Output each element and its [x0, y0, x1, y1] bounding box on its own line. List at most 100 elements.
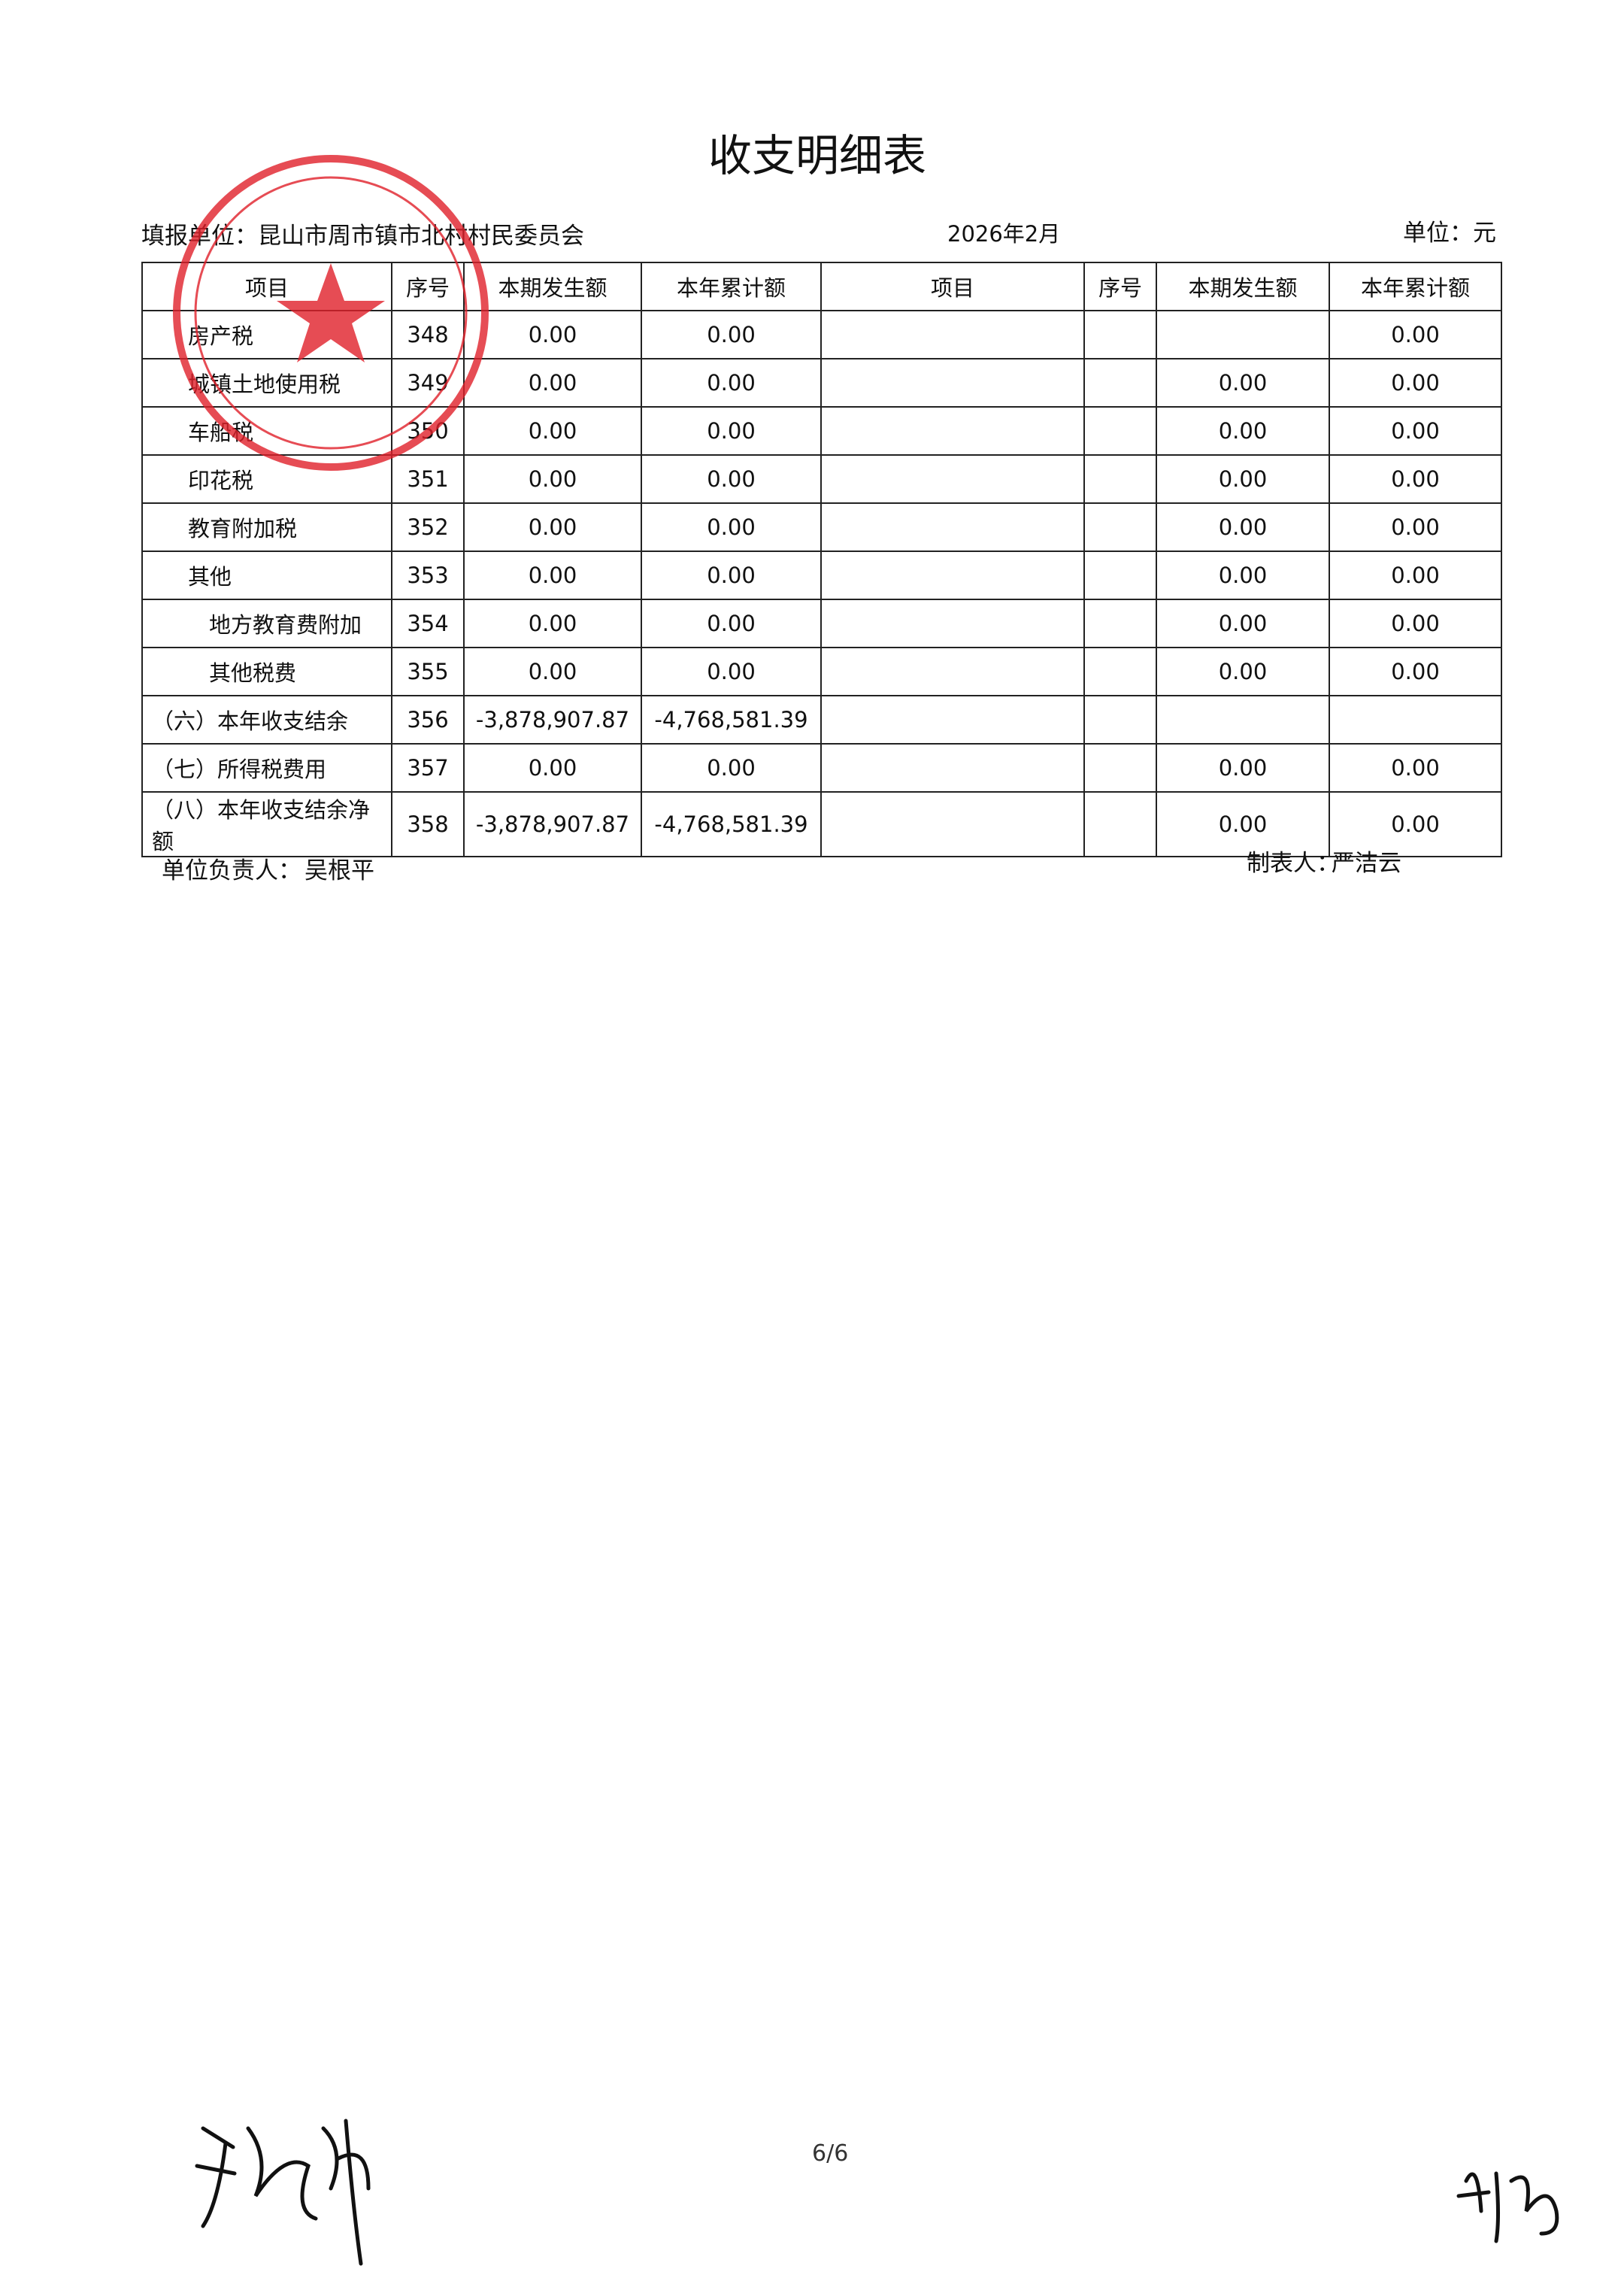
table-row: 地方教育费附加 354 0.00 0.00 0.00 0.00: [141, 599, 1502, 648]
table-cell: 0.00: [463, 358, 642, 408]
table-cell: [1083, 358, 1157, 408]
table-cell: [820, 454, 1085, 504]
table-cell: 0.00: [1156, 502, 1330, 552]
table-cell: 357: [391, 743, 465, 793]
table-cell: [1083, 599, 1157, 648]
table-row: （六）本年收支结余 356 -3,878,907.87 -4,768,581.39: [141, 695, 1502, 745]
table-cell: 0.00: [1329, 551, 1502, 600]
table-cell: 352: [391, 502, 465, 552]
table-cell: 0.00: [1156, 358, 1330, 408]
table-cell: [1329, 695, 1502, 745]
signatures: [195, 2119, 1559, 2266]
table-row: 其他 353 0.00 0.00 0.00 0.00: [141, 551, 1502, 600]
column-header: 本期发生额: [1156, 262, 1330, 311]
table-cell: [1156, 695, 1330, 745]
table-cell: 0.00: [641, 454, 822, 504]
table-cell: 其他: [141, 551, 392, 600]
period: 2026年2月: [947, 221, 1061, 247]
column-header: 序号: [391, 262, 465, 311]
table-cell: 0.00: [641, 743, 822, 793]
preparer: 严洁云: [1332, 850, 1401, 877]
table-cell: 349: [391, 358, 465, 408]
column-header: 本期发生额: [463, 262, 642, 311]
table-cell: 房产税: [141, 310, 392, 359]
table-cell: [820, 358, 1085, 408]
table-cell: 356: [391, 695, 465, 745]
currency: 单位：元: [1403, 220, 1496, 247]
table-cell: 0.00: [1156, 551, 1330, 600]
table-cell: 0.00: [463, 502, 642, 552]
table-cell: 355: [391, 647, 465, 696]
table-cell: 0.00: [1156, 647, 1330, 696]
table-cell: 0.00: [463, 599, 642, 648]
table-cell: [1083, 502, 1157, 552]
table-cell: [820, 551, 1085, 600]
table-cell: [1083, 647, 1157, 696]
table-cell: 车船税: [141, 406, 392, 456]
table-cell: 0.00: [1156, 791, 1330, 857]
table-cell: 358: [391, 791, 465, 857]
table-cell: 0.00: [1329, 406, 1502, 456]
table-row: 城镇土地使用税 349 0.00 0.00 0.00 0.00: [141, 358, 1502, 408]
table-cell: [1083, 551, 1157, 600]
table-cell: 0.00: [463, 454, 642, 504]
table-row: （八）本年收支结余净额 358 -3,878,907.87 -4,768,581.39…: [141, 791, 1502, 857]
table-cell: [820, 310, 1085, 359]
doc-title: 收支明细表: [707, 130, 926, 181]
table-cell: 0.00: [641, 406, 822, 456]
table-cell: 0.00: [463, 743, 642, 793]
table-cell: [1083, 310, 1157, 359]
principal: 吴根平: [304, 857, 374, 884]
table-cell: 0.00: [1329, 502, 1502, 552]
preparer-label: 制表人：: [1247, 850, 1340, 877]
table-cell: [1083, 695, 1157, 745]
column-header: 项目: [141, 262, 392, 311]
table-cell: 印花税: [141, 454, 392, 504]
table-cell: 0.00: [1329, 310, 1502, 359]
table-body: 房产税 348 0.00 0.00 0.00 城镇土地使用税 349 0.00 0.00 0.00…: [141, 310, 1502, 857]
table-cell: 0.00: [1329, 358, 1502, 408]
table-cell: 354: [391, 599, 465, 648]
table-cell: 其他税费: [141, 647, 392, 696]
table-cell: -3,878,907.87: [463, 695, 642, 745]
detail-table: 项目 序号 本期发生额 本年累计额 项目 序号 本期发生额 本年累计额 房产税 348 0.00 0…: [141, 262, 1502, 857]
column-header: 项目: [820, 262, 1085, 311]
table-cell: 0.00: [641, 310, 822, 359]
table-row: 房产税 348 0.00 0.00 0.00: [141, 310, 1502, 359]
table-cell: 353: [391, 551, 465, 600]
table-cell: 0.00: [1329, 599, 1502, 648]
table-cell: [820, 743, 1085, 793]
table-cell: （七）所得税费用: [141, 743, 392, 793]
table-cell: [820, 502, 1085, 552]
table-cell: 0.00: [1329, 743, 1502, 793]
table-cell: 351: [391, 454, 465, 504]
table-cell: [1083, 791, 1157, 857]
table-row: （七）所得税费用 357 0.00 0.00 0.00 0.00: [141, 743, 1502, 793]
page-number: 6/6: [812, 2140, 849, 2167]
table-cell: 0.00: [641, 647, 822, 696]
column-header: 本年累计额: [1329, 262, 1502, 311]
table-cell: [1156, 310, 1330, 359]
table-cell: 0.00: [641, 502, 822, 552]
table-cell: [820, 647, 1085, 696]
table-cell: 0.00: [1156, 454, 1330, 504]
table-cell: 0.00: [1156, 599, 1330, 648]
table-row: 其他税费 355 0.00 0.00 0.00 0.00: [141, 647, 1502, 696]
table-cell: 0.00: [463, 406, 642, 456]
table-row: 教育附加税 352 0.00 0.00 0.00 0.00: [141, 502, 1502, 552]
table-cell: [820, 406, 1085, 456]
table-cell: 0.00: [1156, 406, 1330, 456]
table-cell: 地方教育费附加: [141, 599, 392, 648]
table-cell: （八）本年收支结余净额: [141, 791, 392, 857]
principal-label: 单位负责人：: [162, 857, 301, 884]
table-cell: 教育附加税: [141, 502, 392, 552]
table-cell: [1083, 743, 1157, 793]
table-cell: [1083, 406, 1157, 456]
table-cell: 0.00: [1329, 647, 1502, 696]
table-cell: -4,768,581.39: [641, 695, 822, 745]
table-cell: 0.00: [1329, 791, 1502, 857]
table-cell: [820, 599, 1085, 648]
table-cell: [820, 695, 1085, 745]
table-cell: [1083, 454, 1157, 504]
